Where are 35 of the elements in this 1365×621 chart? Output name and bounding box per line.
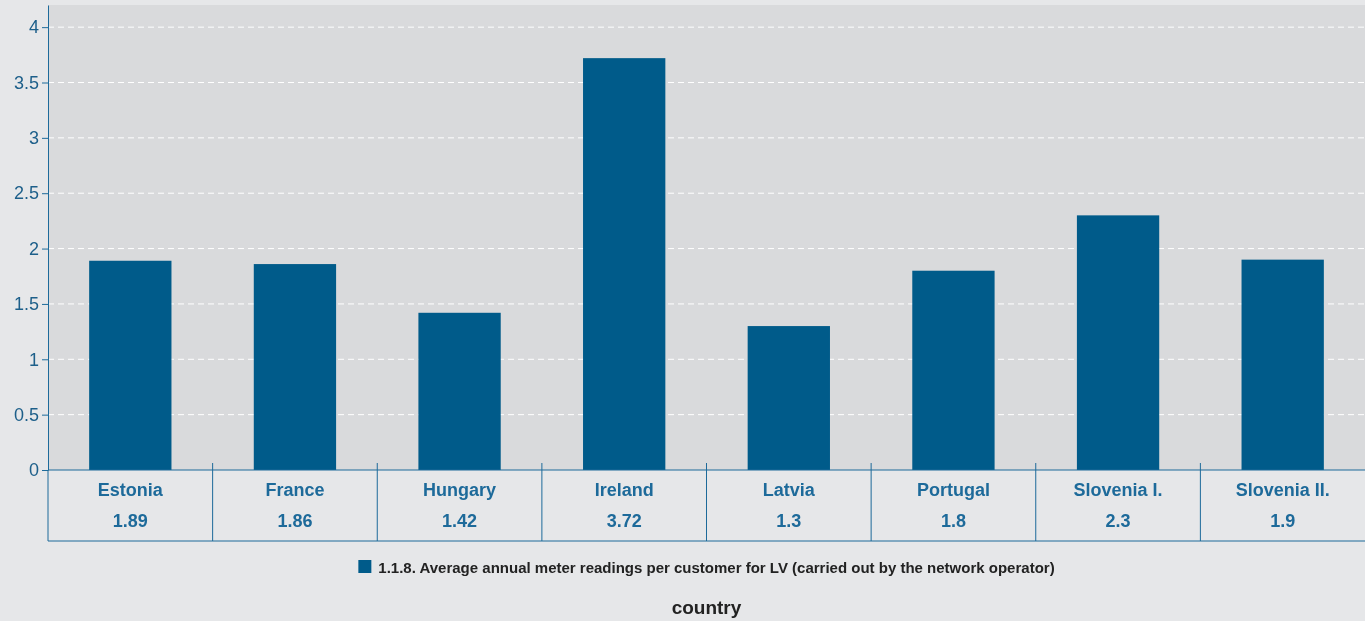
x-tick-label: Slovenia I.: [1073, 480, 1163, 500]
data-label: 1.89: [112, 511, 148, 531]
bar: [89, 260, 172, 470]
y-tick-label: 0: [28, 460, 39, 481]
data-label: 1.42: [442, 511, 478, 531]
bar: [747, 326, 830, 470]
y-tick-label: 2.5: [13, 183, 39, 204]
x-tick-label: Slovenia II.: [1235, 480, 1330, 500]
y-tick-label: 1: [28, 349, 39, 370]
x-tick-label: Latvia: [762, 480, 816, 500]
text: country: [671, 597, 742, 618]
y-tick-label: 3.5: [13, 72, 39, 93]
x-tick-label: Hungary: [423, 480, 497, 500]
x-tick-label: Estonia: [97, 480, 164, 500]
y-tick-label: 0.5: [13, 404, 39, 425]
data-label: 3.72: [606, 511, 642, 531]
data-label: 1.86: [277, 511, 313, 531]
x-tick-label: France: [265, 480, 325, 500]
data-label: 1.9: [1270, 511, 1296, 531]
data-label: 1.3: [776, 511, 802, 531]
bar: [1076, 215, 1160, 470]
y-tick-label: 3: [28, 128, 39, 149]
legend-label: 1.1.8. Average annual meter readings per customer for LV (carried out by the network operator): [378, 559, 1055, 576]
y-tick-label: 1.5: [13, 294, 39, 315]
data-label: 1.8: [940, 511, 966, 531]
bar: [583, 58, 666, 470]
data-label: 2.3: [1105, 511, 1131, 531]
bar: [912, 270, 995, 470]
y-tick-label: 2: [28, 238, 39, 259]
x-tick-label: Ireland: [594, 480, 654, 500]
y-tick-label: 4: [28, 17, 39, 38]
bar: [253, 264, 337, 470]
bar: [1241, 259, 1324, 470]
bar: [418, 312, 501, 470]
x-tick-label: Portugal: [916, 480, 990, 500]
